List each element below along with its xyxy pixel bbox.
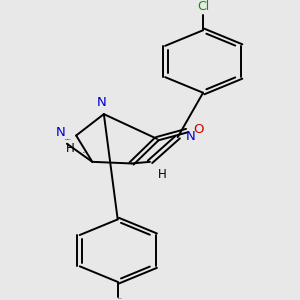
Text: H: H (158, 168, 167, 181)
Text: H: H (66, 142, 75, 155)
Text: N: N (97, 96, 106, 109)
Text: Cl: Cl (197, 0, 209, 13)
Text: methyl: methyl (118, 298, 123, 299)
Text: O: O (194, 123, 204, 136)
Text: N: N (56, 126, 66, 140)
Text: methyl: methyl (83, 152, 88, 153)
Text: N: N (185, 130, 195, 143)
Text: methyl: methyl (67, 139, 72, 140)
Text: methyl: methyl (64, 139, 70, 140)
